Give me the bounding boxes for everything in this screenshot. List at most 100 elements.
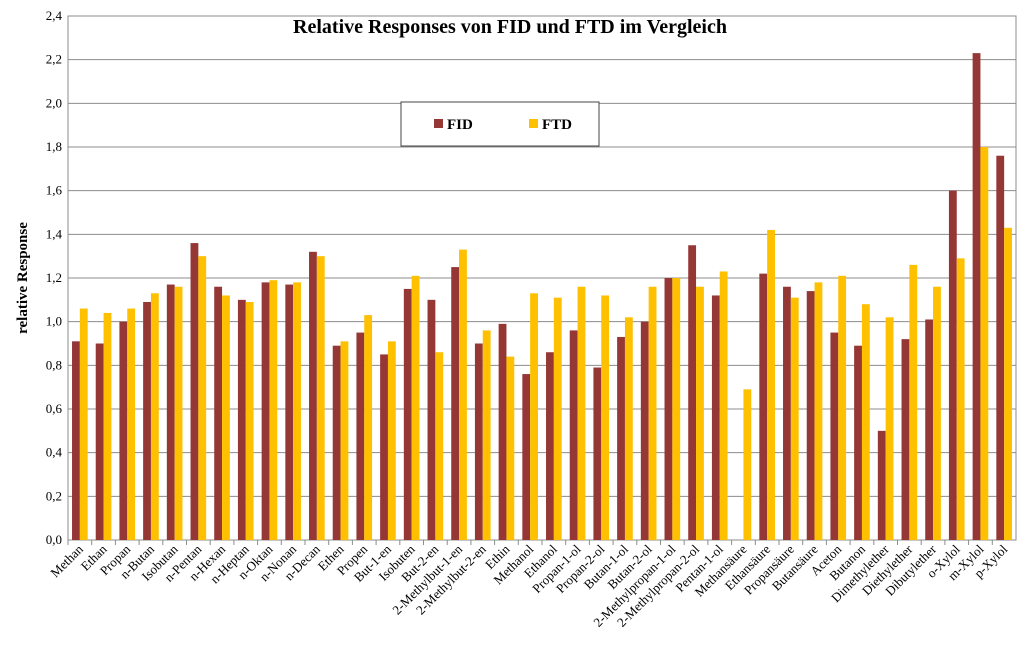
bar-ftd <box>601 295 610 540</box>
bar-fid <box>261 282 270 540</box>
bar-ftd <box>340 341 349 540</box>
bar-fid <box>759 273 768 540</box>
bar-ftd <box>222 295 230 540</box>
gridlines <box>67 15 1017 545</box>
bar-fid <box>854 345 862 540</box>
y-axis-label: relative Response <box>15 222 31 334</box>
y-tick-label: 2,2 <box>46 52 62 67</box>
bar-fid <box>166 284 175 540</box>
bar-ftd <box>293 282 301 540</box>
bar-ftd <box>506 356 515 540</box>
bar-ftd <box>767 229 775 540</box>
bar-fid <box>901 339 910 540</box>
bar-ftd <box>482 330 491 540</box>
bar-fid <box>95 343 104 540</box>
legend-swatch-ftd <box>529 119 538 128</box>
bar-fid <box>119 321 128 540</box>
bar-ftd <box>861 304 870 540</box>
bar-ftd <box>269 280 278 540</box>
bar-ftd <box>719 271 728 540</box>
bar-fid <box>332 345 341 540</box>
y-tick-label: 2,4 <box>46 8 63 23</box>
bar-fid <box>711 295 720 540</box>
bar-fid <box>640 321 649 540</box>
bar-ftd <box>838 275 847 540</box>
bar-ftd <box>150 293 159 540</box>
bar-fid <box>214 286 223 540</box>
bar-ftd <box>364 315 373 540</box>
y-tick-label: 0,0 <box>46 532 62 547</box>
bar-ftd <box>790 297 799 540</box>
bar-ftd <box>79 308 88 540</box>
bar-fid <box>996 155 1005 540</box>
bar-ftd <box>316 256 325 540</box>
legend-swatch-fid <box>434 119 443 128</box>
bar-fid <box>546 352 554 540</box>
bar-fid <box>380 354 388 540</box>
y-tick-label: 0,6 <box>46 401 63 416</box>
bar-ftd <box>980 147 989 540</box>
bar-ftd <box>198 256 207 540</box>
y-tick-label: 1,4 <box>46 226 63 241</box>
bar-fid <box>972 53 981 540</box>
y-tick-label: 1,8 <box>46 139 62 154</box>
y-tick-label: 1,2 <box>46 270 62 285</box>
x-tick-labels: MethanEthanPropann-ButanIsobutann-Pentan… <box>47 541 1010 630</box>
bars <box>72 53 1012 541</box>
bar-fid <box>285 284 294 540</box>
y-tick-label: 2,0 <box>46 95 62 110</box>
bar-fid <box>925 319 934 540</box>
bar-ftd <box>885 317 894 540</box>
bar-ftd <box>648 286 657 540</box>
bar-fid <box>474 343 483 540</box>
bar-ftd <box>814 282 823 540</box>
bar-fid <box>948 190 957 540</box>
chart-title: Relative Responses von FID und FTD im Ve… <box>293 16 727 38</box>
bar-fid <box>593 367 602 540</box>
bar-fid <box>72 341 80 540</box>
bar-fid <box>806 291 815 540</box>
bar-ftd <box>933 286 941 540</box>
bar-fid <box>522 374 531 540</box>
bar-ftd <box>530 293 538 540</box>
bar-ftd <box>624 317 633 540</box>
y-tick-label: 1,6 <box>46 183 63 198</box>
bar-fid <box>427 299 436 540</box>
bar-fid <box>877 430 886 540</box>
bar-ftd <box>956 258 965 540</box>
y-tick-label: 0,8 <box>46 357 62 372</box>
bar-fid <box>403 288 412 540</box>
bar-fid <box>309 251 317 541</box>
bar-ftd <box>411 275 420 540</box>
bar-fid <box>498 323 507 540</box>
y-tick-label: 0,2 <box>46 488 62 503</box>
bar-fid <box>190 243 199 541</box>
bar-ftd <box>245 302 254 540</box>
bar-ftd <box>696 286 704 540</box>
bar-ftd <box>387 341 396 540</box>
bar-ftd <box>127 308 136 540</box>
bar-ftd <box>743 389 752 540</box>
bar-fid <box>451 267 460 540</box>
bar-ftd <box>577 286 586 540</box>
bar-ftd <box>435 352 444 540</box>
bar-ftd <box>672 278 681 540</box>
bar-ftd <box>553 297 562 540</box>
y-tick-labels: 0,0 0,2 0,4 0,6 0,8 1,0 1,2 1,4 1,6 1,8 2,0 2,2 2,4 <box>46 8 63 547</box>
legend-label-ftd: FTD <box>542 117 572 133</box>
bar-fid <box>783 286 791 540</box>
bar-fid <box>664 278 673 540</box>
bar-fid <box>237 299 246 540</box>
y-tick-label: 1,0 <box>46 314 62 329</box>
bar-ftd <box>103 312 112 540</box>
bar-fid <box>617 336 625 540</box>
bar-ftd <box>1004 227 1012 541</box>
bar-fid <box>143 302 151 540</box>
bar-fid <box>688 245 697 540</box>
legend-label-fid: FID <box>447 117 473 133</box>
bar-ftd <box>174 286 183 540</box>
bar-fid <box>830 332 839 540</box>
bar-ftd <box>459 249 467 540</box>
bar-fid <box>569 330 578 540</box>
